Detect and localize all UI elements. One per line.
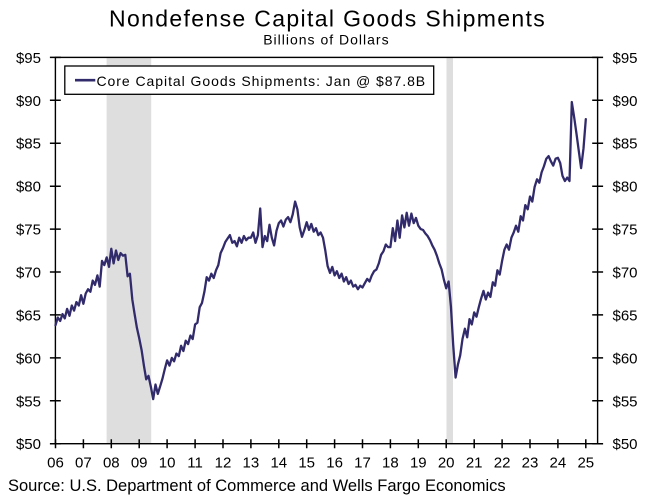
svg-text:Source: U.S. Department of Com: Source: U.S. Department of Commerce and … — [8, 477, 506, 495]
svg-text:$55: $55 — [16, 393, 41, 410]
svg-text:Core Capital Goods Shipments:: Core Capital Goods Shipments: Jan @ $87.… — [97, 73, 427, 89]
svg-text:$50: $50 — [16, 436, 41, 453]
svg-text:$75: $75 — [16, 222, 41, 239]
svg-text:17: 17 — [354, 455, 371, 472]
svg-text:24: 24 — [550, 455, 567, 472]
svg-text:15: 15 — [298, 455, 315, 472]
svg-text:21: 21 — [466, 455, 483, 472]
svg-text:07: 07 — [75, 455, 92, 472]
svg-text:14: 14 — [270, 455, 287, 472]
svg-text:22: 22 — [494, 455, 511, 472]
svg-text:$95: $95 — [16, 50, 41, 67]
svg-text:$80: $80 — [16, 179, 41, 196]
svg-text:$65: $65 — [613, 307, 638, 324]
svg-text:20: 20 — [438, 455, 455, 472]
svg-text:12: 12 — [215, 455, 232, 472]
svg-text:$85: $85 — [613, 136, 638, 153]
svg-text:09: 09 — [131, 455, 148, 472]
svg-text:$60: $60 — [613, 350, 638, 367]
svg-text:$75: $75 — [613, 222, 638, 239]
svg-text:$90: $90 — [16, 93, 41, 110]
svg-text:$55: $55 — [613, 393, 638, 410]
svg-text:08: 08 — [103, 455, 120, 472]
svg-text:16: 16 — [326, 455, 343, 472]
svg-text:19: 19 — [410, 455, 427, 472]
svg-text:Nondefense Capital Goods Shipm: Nondefense Capital Goods Shipments — [109, 6, 546, 32]
svg-text:$50: $50 — [613, 436, 638, 453]
svg-text:$70: $70 — [16, 265, 41, 282]
svg-text:23: 23 — [522, 455, 539, 472]
svg-text:25: 25 — [577, 455, 594, 472]
svg-text:11: 11 — [187, 455, 203, 472]
svg-text:$80: $80 — [613, 179, 638, 196]
svg-text:13: 13 — [243, 455, 260, 472]
svg-text:$70: $70 — [613, 265, 638, 282]
svg-text:$90: $90 — [613, 93, 638, 110]
svg-text:$85: $85 — [16, 136, 41, 153]
svg-text:$65: $65 — [16, 307, 41, 324]
svg-text:$95: $95 — [613, 50, 638, 67]
svg-text:10: 10 — [159, 455, 176, 472]
svg-text:18: 18 — [382, 455, 399, 472]
svg-text:06: 06 — [47, 455, 64, 472]
svg-text:$60: $60 — [16, 350, 41, 367]
svg-text:Billions of Dollars: Billions of Dollars — [263, 32, 389, 48]
